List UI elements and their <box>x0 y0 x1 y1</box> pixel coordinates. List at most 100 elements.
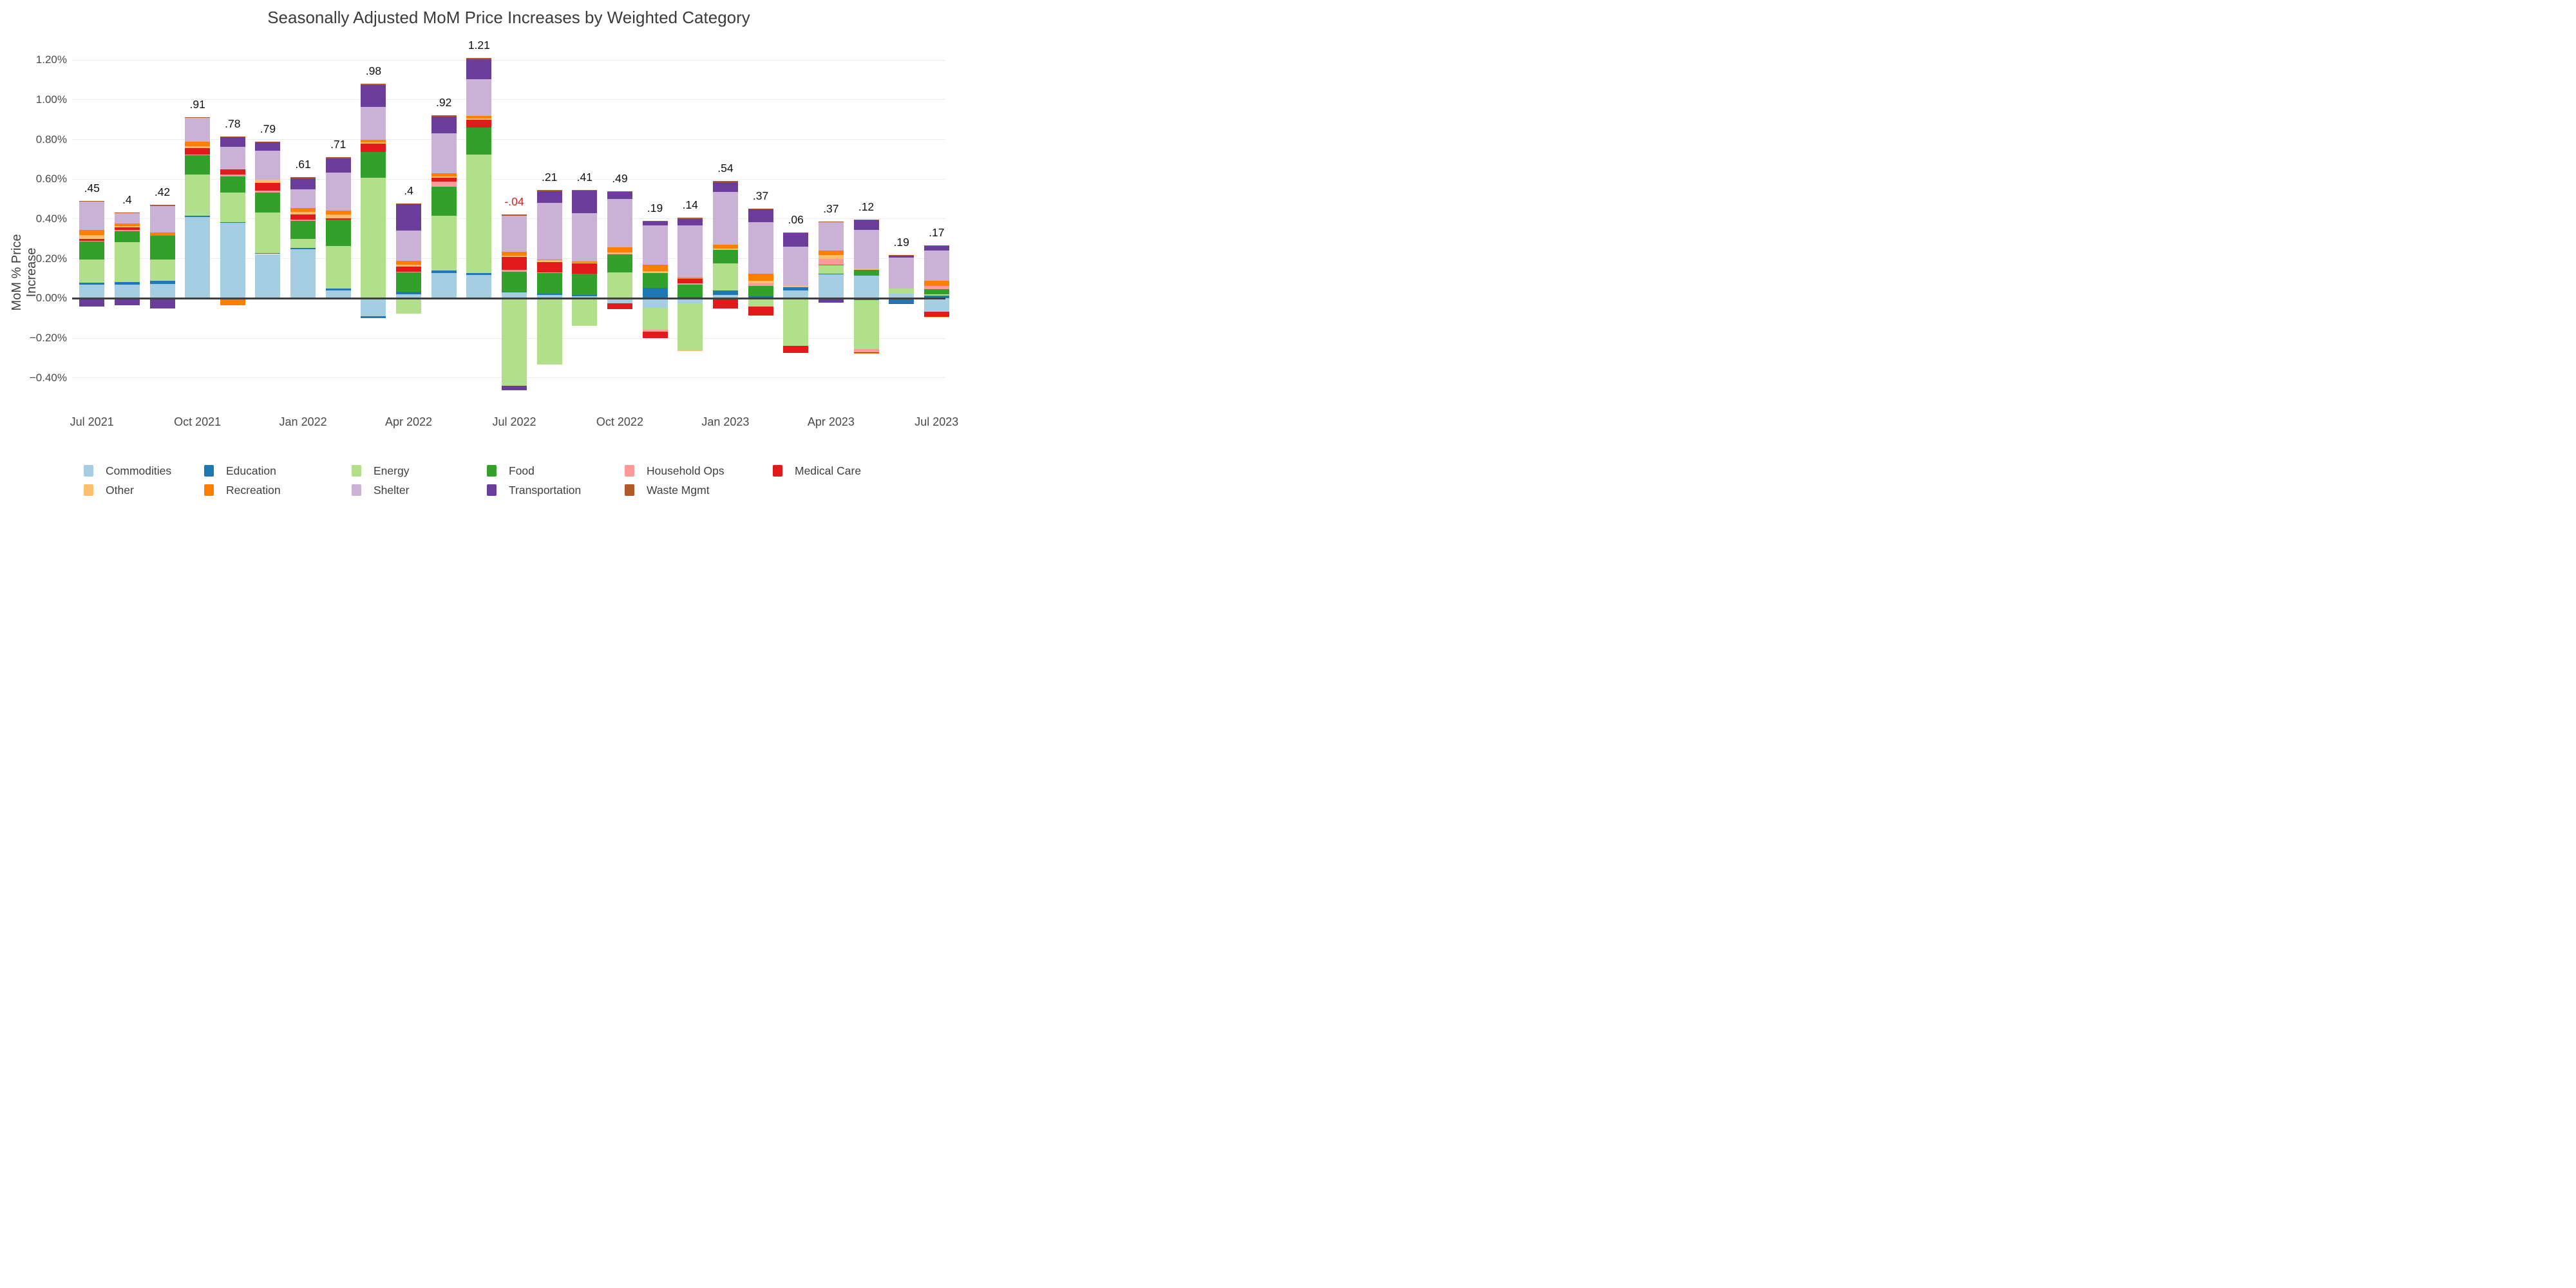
bar-segment-commodities[interactable] <box>502 292 527 299</box>
bar-segment-waste-mgmt[interactable] <box>290 177 316 178</box>
bar-segment-energy[interactable] <box>290 239 316 248</box>
bar-segment-household-ops[interactable] <box>748 283 773 287</box>
bar-segment-food[interactable] <box>572 273 598 296</box>
bar-segment-shelter[interactable] <box>889 257 914 289</box>
bar-segment-commodities[interactable] <box>818 274 844 299</box>
bar-segment-education[interactable] <box>466 272 492 275</box>
bar-segment-transportation[interactable] <box>290 178 316 190</box>
legend-item-transportation[interactable]: Transportation <box>487 484 625 497</box>
bar-segment-household-ops[interactable] <box>536 272 562 274</box>
bar-segment-transportation[interactable] <box>396 204 422 231</box>
bar-segment-transportation[interactable] <box>923 246 949 251</box>
bar-segment-commodities[interactable] <box>431 272 457 299</box>
bar-segment-medical-care[interactable] <box>325 218 351 220</box>
bar-segment-recreation[interactable] <box>502 251 527 256</box>
bar-segment-transportation[interactable] <box>572 191 598 214</box>
bar-segment-commodities[interactable] <box>114 284 140 299</box>
bar-segment-commodities[interactable] <box>783 290 809 299</box>
bar-segment-waste-mgmt[interactable] <box>923 245 949 247</box>
bar-segment-waste-mgmt[interactable] <box>185 117 211 118</box>
bar-segment-food[interactable] <box>642 273 668 288</box>
bar-segment-education[interactable] <box>255 252 281 254</box>
bar-segment-other[interactable] <box>607 252 632 254</box>
bar-segment-transportation[interactable] <box>783 232 809 247</box>
bar-segment-food[interactable] <box>220 176 245 193</box>
bar-segment-energy[interactable] <box>255 212 281 253</box>
bar-segment-commodities[interactable] <box>325 290 351 299</box>
bar-segment-food[interactable] <box>255 193 281 213</box>
bar-segment-shelter[interactable] <box>149 205 175 232</box>
bar-segment-education[interactable] <box>79 283 105 285</box>
bar-segment-other[interactable] <box>361 142 386 144</box>
bar-segment-recreation[interactable] <box>607 247 632 252</box>
bar-segment-shelter[interactable] <box>642 225 668 265</box>
bar-segment-other[interactable] <box>79 234 105 239</box>
bar-segment-shelter[interactable] <box>114 213 140 224</box>
bar-segment-waste-mgmt[interactable] <box>431 115 457 117</box>
bar-segment-shelter[interactable] <box>748 222 773 274</box>
bar-segment-shelter[interactable] <box>572 213 598 262</box>
bar-segment-recreation[interactable] <box>79 230 105 235</box>
bar-segment-energy[interactable] <box>607 272 632 299</box>
bar-segment-transportation[interactable] <box>79 298 105 307</box>
bar-segment-food[interactable] <box>185 155 211 175</box>
bar-segment-recreation[interactable] <box>748 274 773 281</box>
legend-item-other[interactable]: Other <box>84 484 204 497</box>
bar-segment-commodities[interactable] <box>889 294 914 299</box>
bar-segment-commodities[interactable] <box>185 217 211 299</box>
bar-segment-recreation[interactable] <box>466 116 492 118</box>
bar-segment-food[interactable] <box>431 186 457 216</box>
bar-segment-commodities[interactable] <box>607 298 632 304</box>
bar-segment-food[interactable] <box>79 242 105 260</box>
bar-segment-shelter[interactable] <box>185 117 211 142</box>
bar-segment-medical-care[interactable] <box>889 303 914 305</box>
bar-segment-education[interactable] <box>431 270 457 273</box>
bar-segment-education[interactable] <box>536 294 562 295</box>
bar-segment-medical-care[interactable] <box>712 299 738 308</box>
bar-segment-food[interactable] <box>361 151 386 178</box>
bar-segment-other[interactable] <box>431 176 457 178</box>
bar-segment-commodities[interactable] <box>712 295 738 299</box>
bar-segment-recreation[interactable] <box>290 208 316 213</box>
bar-segment-medical-care[interactable] <box>536 261 562 272</box>
bar-segment-waste-mgmt[interactable] <box>572 189 598 191</box>
bar-segment-shelter[interactable] <box>677 225 703 278</box>
legend-item-education[interactable]: Education <box>204 464 352 478</box>
bar-segment-waste-mgmt[interactable] <box>607 191 632 193</box>
bar-segment-medical-care[interactable] <box>290 214 316 220</box>
bar-segment-food[interactable] <box>748 286 773 296</box>
bar-segment-transportation[interactable] <box>677 218 703 226</box>
bar-segment-education[interactable] <box>114 282 140 285</box>
bar-segment-household-ops[interactable] <box>114 229 140 231</box>
bar-segment-medical-care[interactable] <box>220 169 245 175</box>
bar-segment-energy[interactable] <box>114 242 140 283</box>
bar-segment-household-ops[interactable] <box>923 285 949 290</box>
bar-segment-waste-mgmt[interactable] <box>712 181 738 182</box>
bar-segment-waste-mgmt[interactable] <box>502 214 527 216</box>
bar-segment-food[interactable] <box>536 273 562 294</box>
bar-segment-recreation[interactable] <box>396 260 422 265</box>
bar-segment-transportation[interactable] <box>149 299 175 308</box>
bar-segment-transportation[interactable] <box>853 220 879 231</box>
bar-segment-commodities[interactable] <box>396 294 422 299</box>
bar-segment-education[interactable] <box>783 287 809 290</box>
bar-segment-food[interactable] <box>396 272 422 292</box>
bar-segment-other[interactable] <box>502 255 527 257</box>
bar-segment-waste-mgmt[interactable] <box>466 58 492 59</box>
bar-segment-transportation[interactable] <box>818 299 844 303</box>
bar-segment-energy[interactable] <box>642 308 668 330</box>
bar-segment-other[interactable] <box>255 180 281 184</box>
legend-item-shelter[interactable]: Shelter <box>352 484 487 497</box>
bar-segment-education[interactable] <box>889 298 914 304</box>
bar-segment-other[interactable] <box>290 212 316 215</box>
bar-segment-commodities[interactable] <box>149 284 175 299</box>
bar-segment-medical-care[interactable] <box>79 238 105 242</box>
bar-segment-shelter[interactable] <box>325 172 351 211</box>
bar-segment-energy[interactable] <box>748 298 773 307</box>
bar-segment-household-ops[interactable] <box>677 283 703 285</box>
legend-item-medical-care[interactable]: Medical Care <box>773 464 914 478</box>
bar-segment-transportation[interactable] <box>607 192 632 199</box>
bar-segment-shelter[interactable] <box>361 106 386 140</box>
bar-segment-medical-care[interactable] <box>466 119 492 128</box>
bar-segment-household-ops[interactable] <box>818 259 844 265</box>
